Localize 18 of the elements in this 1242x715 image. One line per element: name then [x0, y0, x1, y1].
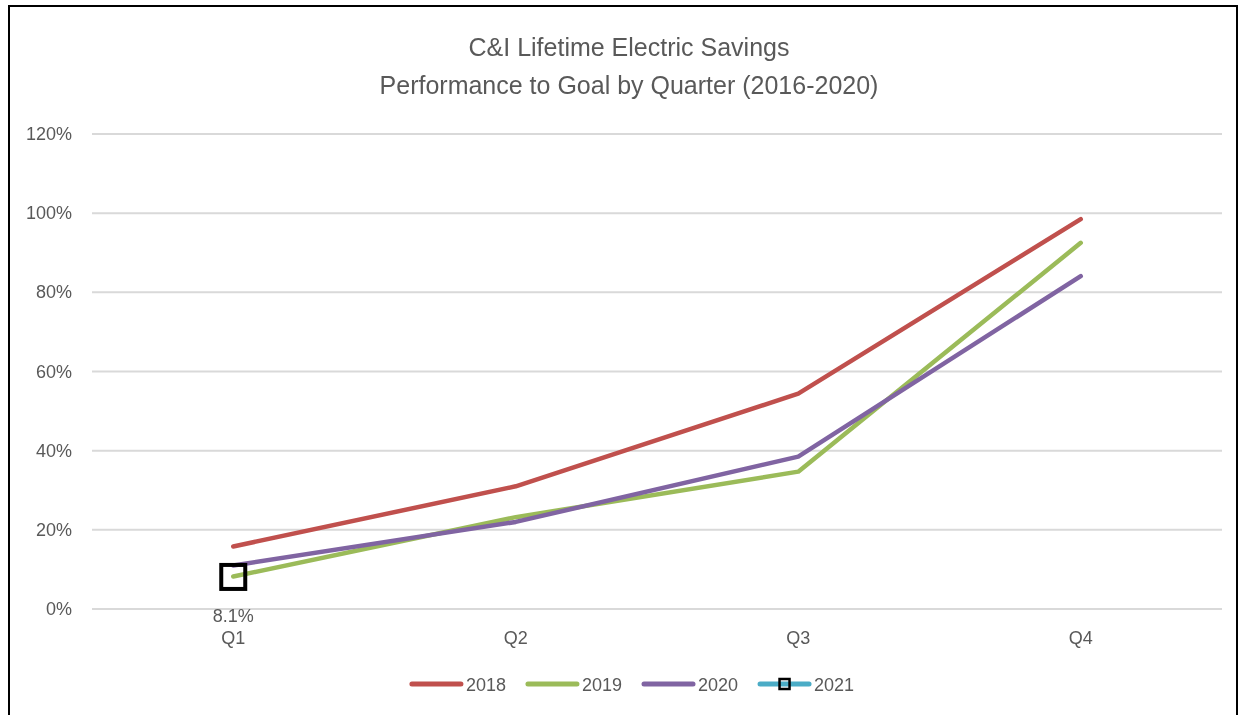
chart-title: C&I Lifetime Electric Savings	[468, 33, 790, 61]
y-tick-label: 120%	[25, 124, 72, 144]
legend-label: 2018	[465, 674, 506, 695]
legend-label: 2019	[581, 674, 623, 695]
legend-label: 2021	[814, 674, 855, 695]
chart-subtitle: Performance to Goal by Quarter (2016-2020)	[379, 71, 879, 99]
y-tick-label: 100%	[25, 203, 72, 224]
y-tick-label: 40%	[35, 440, 72, 461]
y-tick-label: 80%	[35, 282, 72, 303]
x-tick-label: Q2	[503, 628, 528, 648]
x-tick-label: Q4	[1068, 628, 1093, 648]
x-tick-label: Q3	[786, 628, 811, 648]
x-tick-label: Q1	[221, 628, 246, 648]
y-tick-label: 20%	[35, 519, 72, 540]
legend-label: 2020	[698, 674, 739, 695]
y-tick-label: 0%	[45, 599, 72, 619]
y-tick-label: 60%	[35, 361, 72, 382]
data-label: 8.1%	[212, 605, 254, 626]
